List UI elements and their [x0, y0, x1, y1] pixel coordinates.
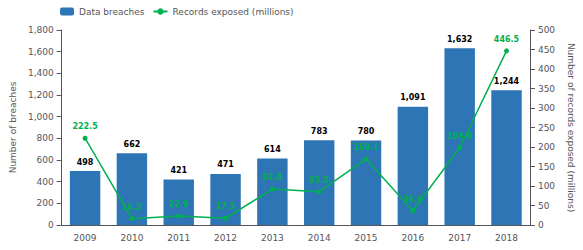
- svg-text:92.0: 92.0: [263, 173, 283, 182]
- svg-text:1,200: 1,200: [28, 90, 54, 100]
- svg-text:800: 800: [36, 133, 53, 143]
- svg-text:100: 100: [538, 181, 555, 191]
- svg-text:1,400: 1,400: [28, 68, 54, 78]
- svg-text:350: 350: [538, 84, 555, 94]
- svg-text:2014: 2014: [308, 233, 331, 243]
- svg-text:2018: 2018: [495, 233, 518, 243]
- svg-text:446.5: 446.5: [494, 35, 520, 44]
- svg-text:1,091: 1,091: [400, 93, 426, 102]
- svg-text:1,632: 1,632: [447, 35, 472, 44]
- svg-text:500: 500: [538, 25, 555, 35]
- svg-text:2011: 2011: [167, 233, 190, 243]
- svg-text:498: 498: [77, 158, 94, 167]
- svg-text:300: 300: [538, 103, 555, 113]
- svg-text:0: 0: [48, 220, 54, 230]
- svg-text:2013: 2013: [261, 233, 284, 243]
- svg-text:600: 600: [36, 155, 53, 165]
- svg-text:1,800: 1,800: [28, 25, 54, 35]
- svg-text:250: 250: [538, 123, 555, 133]
- svg-text:198.0: 198.0: [447, 132, 473, 141]
- svg-text:2017: 2017: [448, 233, 471, 243]
- svg-text:Records exposed (millions): Records exposed (millions): [172, 7, 293, 17]
- svg-text:36.6: 36.6: [403, 195, 423, 204]
- svg-text:662: 662: [124, 140, 141, 149]
- svg-text:1,000: 1,000: [28, 112, 54, 122]
- svg-text:200: 200: [36, 198, 53, 208]
- svg-text:1,244: 1,244: [494, 77, 520, 86]
- svg-text:614: 614: [264, 145, 281, 154]
- svg-text:400: 400: [36, 177, 53, 187]
- svg-text:400: 400: [538, 64, 555, 74]
- svg-text:783: 783: [311, 127, 328, 136]
- svg-text:17.3: 17.3: [216, 202, 236, 211]
- svg-text:169.1: 169.1: [353, 143, 379, 152]
- svg-text:421: 421: [170, 166, 187, 175]
- svg-text:450: 450: [538, 45, 555, 55]
- svg-text:Number of breaches: Number of breaches: [8, 81, 18, 173]
- svg-text:2010: 2010: [120, 233, 143, 243]
- svg-text:2015: 2015: [355, 233, 378, 243]
- svg-text:22.9: 22.9: [169, 200, 189, 209]
- svg-text:16.2: 16.2: [122, 203, 142, 212]
- svg-text:222.5: 222.5: [72, 122, 98, 131]
- svg-text:200: 200: [538, 142, 555, 152]
- svg-text:1,600: 1,600: [28, 47, 54, 57]
- svg-text:780: 780: [358, 127, 375, 136]
- svg-text:2016: 2016: [401, 233, 424, 243]
- svg-text:Number of records exposed (mil: Number of records exposed (millions): [566, 43, 576, 212]
- svg-text:0: 0: [538, 220, 544, 230]
- svg-text:Data breaches: Data breaches: [79, 7, 145, 17]
- svg-text:2009: 2009: [74, 233, 97, 243]
- svg-text:85.5: 85.5: [309, 176, 329, 185]
- svg-text:471: 471: [217, 160, 234, 169]
- svg-text:150: 150: [538, 162, 555, 172]
- svg-text:2012: 2012: [214, 233, 237, 243]
- svg-text:50: 50: [538, 201, 550, 211]
